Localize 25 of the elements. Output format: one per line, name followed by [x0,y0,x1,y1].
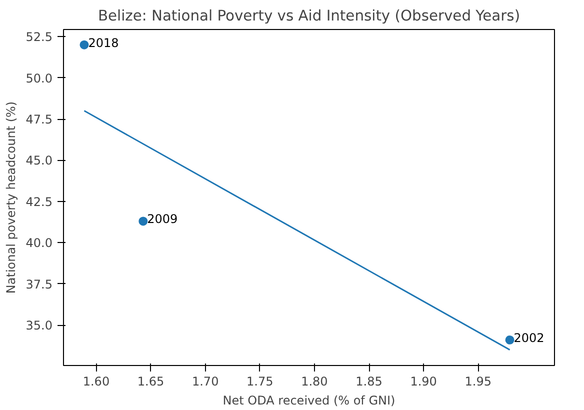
x-tick-label: 1.95 [464,374,492,388]
x-tick-label: 1.80 [301,374,328,388]
x-tick-label: 1.70 [192,374,219,388]
annotation: 2018 [88,36,119,50]
x-tick-label: 1.75 [246,374,274,388]
y-axis-title: National poverty headcount (%) [4,101,18,294]
y-tick-label: 45.0 [26,154,52,168]
annotation: 2002 [514,330,544,345]
y-tick-label: 35.0 [26,318,52,333]
point [138,216,148,226]
y-tick-label: 50.0 [26,71,52,86]
x-tick-label: 1.60 [82,374,110,388]
x-tick-label: 1.65 [137,374,164,388]
point [80,40,89,50]
point [505,335,514,344]
y-tick-label: 37.5 [26,277,52,292]
annotation: 2009 [147,212,178,226]
x-tick-label: 1.90 [410,374,437,388]
x-axis-title: Net ODA received (% of GNI) [222,394,396,408]
y-tick-label: 47.5 [26,112,52,127]
y-tick-label: 52.5 [26,30,52,44]
y-tick-label: 42.5 [26,194,52,209]
y-tick-label: 40.0 [26,236,52,250]
chart-title: Belize: National Poverty vs Aid Intensity (Observed Years) [98,8,520,24]
x-tick-label: 1.85 [356,374,382,388]
